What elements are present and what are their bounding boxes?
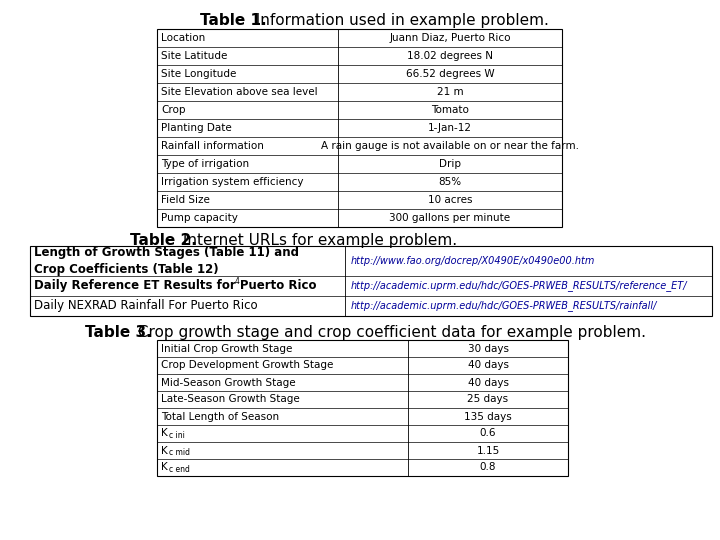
Text: 85%: 85%: [438, 177, 462, 187]
Text: 300 gallons per minute: 300 gallons per minute: [390, 213, 510, 223]
Text: http://academic.uprm.edu/hdc/GOES-PRWEB_RESULTS/reference_ET/: http://academic.uprm.edu/hdc/GOES-PRWEB_…: [351, 281, 688, 292]
Text: Mid-Season Growth Stage: Mid-Season Growth Stage: [161, 377, 296, 388]
Text: Internet URLs for example problem.: Internet URLs for example problem.: [178, 233, 457, 248]
Text: 25 days: 25 days: [467, 395, 508, 404]
Text: 10 acres: 10 acres: [428, 195, 472, 205]
Text: c end: c end: [169, 465, 190, 474]
Text: 18.02 degrees N: 18.02 degrees N: [407, 51, 493, 61]
Text: 1-Jan-12: 1-Jan-12: [428, 123, 472, 133]
Bar: [157, 29, 562, 227]
Text: Drip: Drip: [439, 159, 461, 169]
Text: Late-Season Growth Stage: Late-Season Growth Stage: [161, 395, 300, 404]
Text: http://www.fao.org/docrep/X0490E/x0490e00.htm: http://www.fao.org/docrep/X0490E/x0490e0…: [351, 256, 595, 266]
Text: http://academic.uprm.edu/hdc/GOES-PRWEB_RESULTS/rainfall/: http://academic.uprm.edu/hdc/GOES-PRWEB_…: [351, 301, 657, 312]
Text: 40 days: 40 days: [467, 361, 508, 370]
Text: Crop Development Growth Stage: Crop Development Growth Stage: [161, 361, 333, 370]
Text: Crop: Crop: [161, 105, 186, 115]
Text: 1.15: 1.15: [477, 446, 500, 456]
Text: Total Length of Season: Total Length of Season: [161, 411, 279, 422]
Text: Information used in example problem.: Information used in example problem.: [246, 13, 549, 28]
Text: Initial Crop Growth Stage: Initial Crop Growth Stage: [161, 343, 292, 354]
Text: Location: Location: [161, 33, 205, 43]
Text: 0.6: 0.6: [480, 429, 496, 438]
Bar: [30, 246, 712, 316]
Text: Tomato: Tomato: [431, 105, 469, 115]
Text: Site Latitude: Site Latitude: [161, 51, 228, 61]
Text: 30 days: 30 days: [467, 343, 508, 354]
Text: Daily Reference ET Results for Puerto Rico: Daily Reference ET Results for Puerto Ri…: [34, 280, 317, 293]
Text: Table 2.: Table 2.: [130, 233, 197, 248]
Text: Rainfall information: Rainfall information: [161, 141, 264, 151]
Text: Crop growth stage and crop coefficient data for example problem.: Crop growth stage and crop coefficient d…: [133, 325, 646, 340]
Text: c ini: c ini: [169, 431, 185, 440]
Text: K: K: [161, 429, 168, 438]
Bar: [157, 340, 568, 476]
Text: A rain gauge is not available on or near the farm.: A rain gauge is not available on or near…: [321, 141, 579, 151]
Text: 66.52 degrees W: 66.52 degrees W: [405, 69, 495, 79]
Text: Planting Date: Planting Date: [161, 123, 232, 133]
Text: K: K: [161, 462, 168, 472]
Text: Table 1.: Table 1.: [200, 13, 266, 28]
Text: Type of irrigation: Type of irrigation: [161, 159, 249, 169]
Text: Site Longitude: Site Longitude: [161, 69, 236, 79]
Text: 135 days: 135 days: [464, 411, 512, 422]
Text: Pump capacity: Pump capacity: [161, 213, 238, 223]
Text: c mid: c mid: [169, 448, 190, 457]
Text: Irrigation system efficiency: Irrigation system efficiency: [161, 177, 304, 187]
Text: Length of Growth Stages (Table 11) and
Crop Coefficients (Table 12): Length of Growth Stages (Table 11) and C…: [34, 246, 299, 276]
Text: K: K: [161, 446, 168, 456]
Text: Table 3.: Table 3.: [85, 325, 152, 340]
Text: 0.8: 0.8: [480, 462, 496, 472]
Text: Field Size: Field Size: [161, 195, 210, 205]
Text: 4: 4: [235, 278, 240, 287]
Text: 40 days: 40 days: [467, 377, 508, 388]
Text: 21 m: 21 m: [437, 87, 463, 97]
Text: Site Elevation above sea level: Site Elevation above sea level: [161, 87, 318, 97]
Text: Juann Diaz, Puerto Rico: Juann Diaz, Puerto Rico: [390, 33, 510, 43]
Text: Daily NEXRAD Rainfall For Puerto Rico: Daily NEXRAD Rainfall For Puerto Rico: [34, 300, 258, 313]
